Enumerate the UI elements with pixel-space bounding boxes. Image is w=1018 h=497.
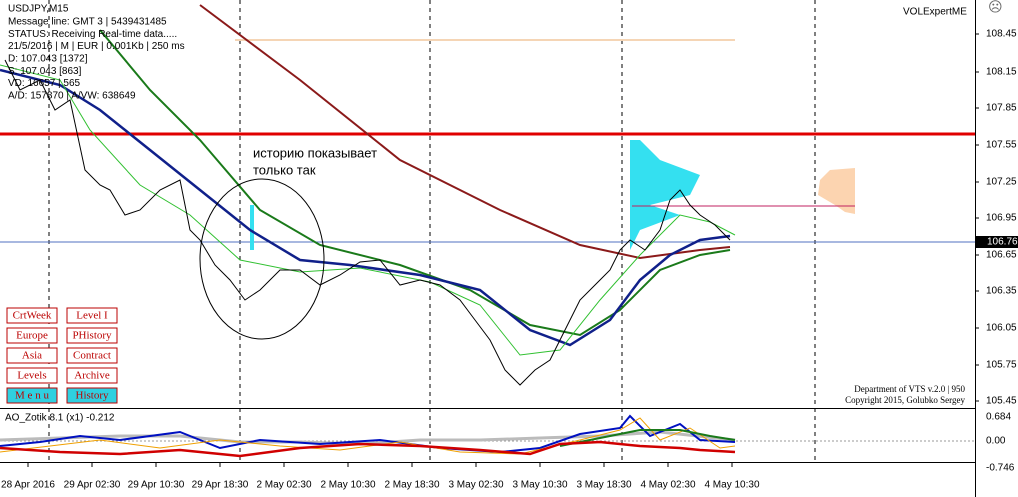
time-label: 3 May 02:30: [448, 480, 503, 491]
indicator-green: [559, 429, 736, 447]
pane-border: [0, 408, 975, 409]
button-frame: [6, 387, 58, 404]
ma-green: [99, 29, 731, 337]
button-frame: [66, 347, 118, 364]
info-line: STATUS: Receiving Real-time data.....: [8, 29, 177, 40]
info-line: S: 107.043 [863]: [8, 66, 82, 77]
current-price: 106.76: [987, 237, 1018, 248]
menu-button[interactable]: Europe: [6, 327, 58, 344]
brand: VOLExpertME: [903, 7, 967, 18]
button-label: History: [76, 390, 110, 402]
price-label: 107.25: [986, 177, 1017, 188]
price-label: 105.75: [986, 360, 1017, 371]
price-label: 107.55: [986, 140, 1017, 151]
button-frame: [6, 307, 58, 324]
button-label: PHistory: [72, 330, 112, 342]
menu-button[interactable]: Level I: [66, 307, 118, 324]
info-line: VD: 16657 | 565: [8, 78, 81, 89]
button-frame: [6, 347, 58, 364]
time-label: 2 May 02:30: [256, 480, 311, 491]
footer-text: Copyright 2015, Golubko Sergey: [845, 395, 965, 405]
axis-border: [975, 0, 976, 497]
time-label: 28 Apr 2016: [1, 480, 55, 491]
price-label: 107.85: [986, 103, 1017, 114]
button-frame: [66, 387, 118, 404]
menu-button[interactable]: Asia: [6, 347, 58, 364]
price-label: 106.05: [986, 323, 1017, 334]
time-label: 4 May 10:30: [704, 480, 759, 491]
button-frame: [66, 307, 118, 324]
time-border: [0, 462, 976, 463]
button-label: CrtWeek: [13, 310, 52, 322]
current-price-box: [975, 236, 1018, 248]
button-label: Levels: [17, 370, 46, 382]
button-frame: [66, 367, 118, 384]
button-label: Europe: [16, 330, 48, 342]
price-label: 106.65: [986, 250, 1017, 261]
price-label: 106.95: [986, 213, 1017, 224]
annotation: только так: [253, 162, 316, 177]
menu-button[interactable]: M e n u: [6, 387, 58, 404]
symbol: USDJPY,M15: [8, 4, 69, 15]
time-label: 29 Apr 02:30: [64, 480, 121, 491]
indicator-axis-label: 0.00: [986, 436, 1006, 447]
volume-profile: [250, 140, 700, 250]
menu-button[interactable]: Archive: [66, 367, 118, 384]
price-candles: [4, 59, 731, 386]
footer-text: Department of VTS v.2.0 | 950: [854, 384, 965, 394]
button-label: Archive: [74, 370, 110, 382]
price-label: 108.15: [986, 67, 1017, 78]
info-line: D: 107.043 [1372]: [8, 54, 88, 65]
time-label: 2 May 18:30: [384, 480, 439, 491]
price-label: 105.45: [986, 396, 1017, 407]
menu-button[interactable]: PHistory: [66, 327, 118, 344]
menu-button[interactable]: Levels: [6, 367, 58, 384]
ma-slow: [199, 4, 731, 260]
info-line: 21/5/2016 | M | EUR | 0.001Kb | 250 ms: [8, 41, 185, 52]
button-frame: [6, 367, 58, 384]
time-label: 4 May 02:30: [640, 480, 695, 491]
indicator-axis-label: 0.684: [986, 412, 1011, 423]
menu-button[interactable]: History: [66, 387, 118, 404]
menu-button[interactable]: CrtWeek: [6, 307, 58, 324]
button-label: Asia: [22, 350, 42, 362]
button-label: Level I: [76, 310, 108, 322]
button-label: Contract: [73, 350, 111, 362]
indicator-axis-label: -0.746: [986, 463, 1015, 474]
button-frame: [6, 327, 58, 344]
time-label: 3 May 18:30: [576, 480, 631, 491]
price-label: 108.45: [986, 29, 1017, 40]
session-lines: [48, 0, 816, 462]
button-frame: [66, 327, 118, 344]
time-label: 3 May 10:30: [512, 480, 567, 491]
info-line: A/D: 157870 | A/VW: 638649: [8, 90, 136, 101]
indicator-orange: [0, 417, 736, 455]
time-label: 29 Apr 18:30: [192, 480, 249, 491]
status-icon: ☹: [988, 0, 1003, 15]
price-label: 106.35: [986, 286, 1017, 297]
annotation-circle: [199, 178, 325, 340]
indicator-label: AO_Zotik 8.1 (x1) -0.212: [5, 413, 115, 424]
ma-blue: [0, 68, 731, 347]
volume-profile-right: [818, 168, 855, 214]
menu-button[interactable]: Contract: [66, 347, 118, 364]
indicator-red: [0, 440, 736, 458]
annotation: историю показывает: [253, 145, 377, 160]
info-line: Message line: GMT 3 | 5439431485: [8, 17, 167, 28]
time-label: 2 May 10:30: [320, 480, 375, 491]
button-label: M e n u: [15, 390, 49, 402]
time-label: 29 Apr 10:30: [128, 480, 185, 491]
